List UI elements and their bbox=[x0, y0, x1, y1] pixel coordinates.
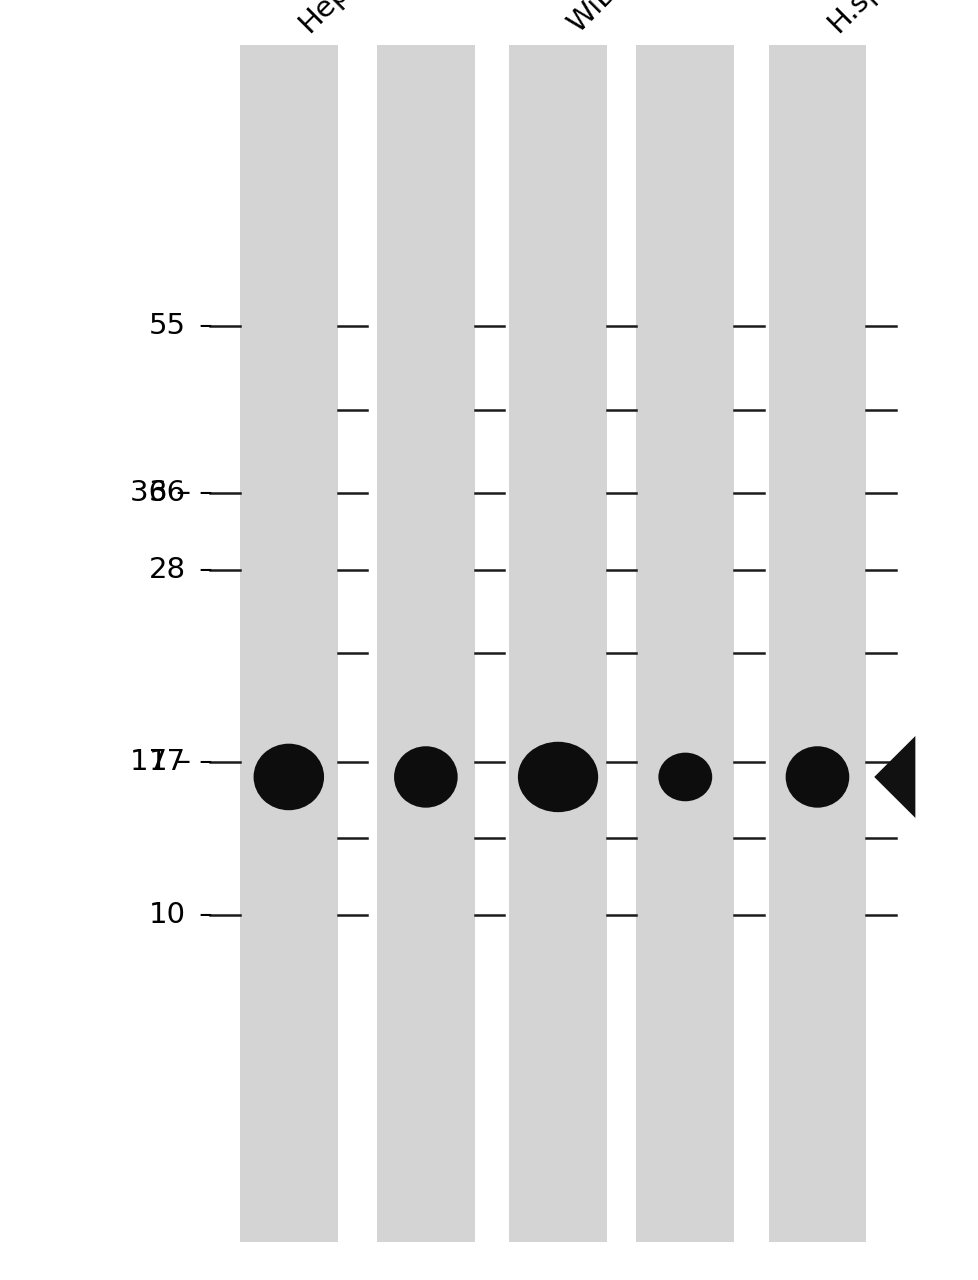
Text: H.spleen: H.spleen bbox=[822, 0, 931, 38]
Text: 17 –: 17 – bbox=[130, 748, 191, 776]
Bar bbox=[377, 45, 474, 1242]
Ellipse shape bbox=[517, 741, 598, 812]
Text: –: – bbox=[191, 314, 212, 339]
Bar bbox=[636, 45, 734, 1242]
Text: WiDr: WiDr bbox=[562, 0, 632, 38]
Text: 55: 55 bbox=[149, 312, 186, 340]
Text: 36 –: 36 – bbox=[130, 479, 191, 507]
Bar bbox=[768, 45, 866, 1242]
Text: –: – bbox=[191, 557, 212, 582]
Text: 36: 36 bbox=[149, 479, 186, 507]
Ellipse shape bbox=[393, 746, 457, 808]
Text: 17: 17 bbox=[149, 748, 186, 776]
Text: HepG2: HepG2 bbox=[293, 0, 383, 38]
Ellipse shape bbox=[253, 744, 324, 810]
Polygon shape bbox=[873, 736, 914, 818]
Ellipse shape bbox=[784, 746, 848, 808]
Bar bbox=[509, 45, 606, 1242]
Text: –: – bbox=[191, 749, 212, 774]
Text: –: – bbox=[191, 480, 212, 506]
Text: 10: 10 bbox=[149, 901, 186, 929]
Text: 28: 28 bbox=[149, 556, 186, 584]
Bar bbox=[240, 45, 337, 1242]
Text: –: – bbox=[191, 902, 212, 928]
Ellipse shape bbox=[657, 753, 711, 801]
